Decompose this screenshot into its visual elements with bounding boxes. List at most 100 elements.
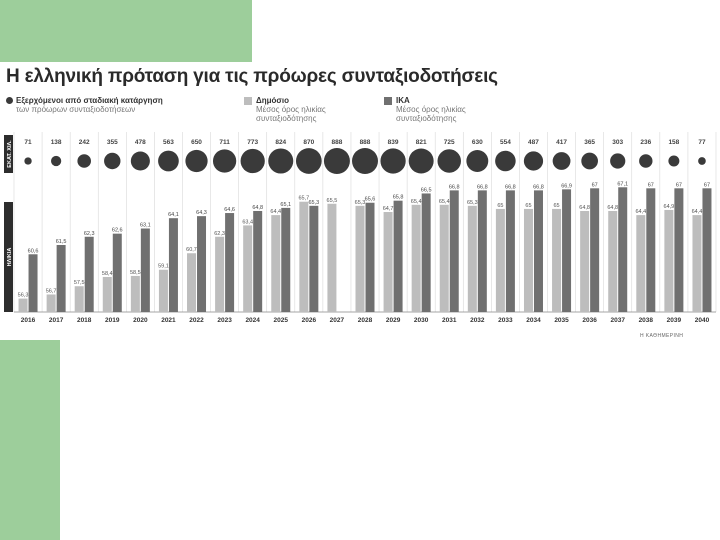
ika-value-label: 67 [676, 182, 682, 188]
year-tick-label: 2024 [245, 317, 260, 324]
public-bar [467, 205, 477, 312]
year-tick-label: 2039 [667, 317, 682, 324]
legend-ika-label: ΙΚΑ [396, 96, 410, 105]
ika-value-label: 67 [648, 182, 654, 188]
exits-circle [668, 155, 680, 167]
exits-value-label: 417 [556, 139, 567, 146]
ika-bar [281, 207, 291, 312]
public-bar [46, 294, 56, 312]
public-bar [327, 203, 337, 312]
ika-value-label: 65,3 [308, 200, 319, 206]
year-tick-label: 2036 [582, 317, 597, 324]
public-bar [580, 210, 590, 312]
legend-public-sub: Μέσος όρος ηλικίας συνταξιοδότησης [256, 105, 326, 123]
legend-public-swatch [244, 97, 252, 105]
year-tick-label: 2029 [386, 317, 401, 324]
exits-value-label: 77 [698, 139, 706, 146]
ika-value-label: 66,9 [561, 183, 572, 189]
public-value-label: 64,4 [692, 209, 703, 215]
exits-value-label: 839 [388, 139, 399, 146]
public-bar [271, 215, 281, 312]
exits-circle [610, 153, 626, 169]
exits-value-label: 158 [668, 139, 679, 146]
public-bar [158, 269, 168, 312]
legend-exits-sub: των πρόωρων συνταξιοδοτήσεων [16, 105, 136, 114]
exits-value-label: 650 [191, 139, 202, 146]
year-tick-label: 2021 [161, 317, 176, 324]
ika-value-label: 60,6 [28, 248, 39, 254]
ika-bar [449, 190, 459, 312]
exits-value-label: 138 [51, 139, 62, 146]
public-bar [102, 276, 112, 312]
public-value-label: 58,5 [130, 270, 141, 276]
public-value-label: 59,1 [158, 264, 169, 270]
exits-circle [552, 152, 571, 170]
side-strip-age [4, 202, 13, 312]
public-bar [18, 298, 28, 312]
exits-circle [50, 155, 62, 167]
ika-value-label: 62,6 [112, 228, 123, 234]
year-tick-label: 2040 [695, 317, 710, 324]
side-label-age: ΗΛΙΚΙΑ [7, 248, 13, 267]
ika-value-label: 61,5 [56, 239, 67, 245]
ika-value-label: 65,8 [393, 195, 404, 201]
ika-value-label: 64,1 [168, 212, 179, 218]
ika-bar [505, 190, 515, 312]
public-value-label: 65,4 [411, 199, 422, 205]
exits-value-label: 888 [331, 139, 342, 146]
exits-circle [408, 148, 434, 174]
ika-bar [393, 200, 403, 312]
ika-bar [225, 213, 235, 312]
ika-bar [618, 187, 628, 312]
public-value-label: 65,3 [467, 200, 478, 206]
public-value-label: 64,8 [607, 205, 618, 211]
exits-value-label: 630 [472, 139, 483, 146]
exits-value-label: 773 [247, 139, 258, 146]
year-tick-label: 2016 [21, 317, 36, 324]
exits-value-label: 870 [303, 139, 314, 146]
legend-exits-swatch [6, 97, 13, 104]
decorative-block-left [0, 340, 60, 540]
exits-circle [268, 148, 294, 174]
public-value-label: 65,7 [298, 196, 309, 202]
public-bar [299, 201, 309, 312]
year-tick-label: 2027 [330, 317, 345, 324]
exits-value-label: 71 [24, 139, 32, 146]
public-bar [636, 215, 646, 312]
exits-value-label: 487 [528, 139, 539, 146]
exits-circle [104, 152, 121, 170]
year-tick-label: 2030 [414, 317, 429, 324]
public-value-label: 65 [497, 203, 503, 209]
public-bar [187, 253, 197, 312]
exits-circle [466, 150, 489, 172]
legend-public-label: Δημόσιο [256, 96, 289, 105]
retirement-chart: ΕΚΑΤ. ΧΙΛ. ΗΛΙΚΙΑ 71 56,3 60,6 2016 138 56,7 61,… [4, 132, 717, 324]
exits-circle [240, 148, 265, 174]
public-value-label: 65 [525, 203, 531, 209]
exits-value-label: 365 [584, 139, 595, 146]
year-tick-label: 2018 [77, 317, 92, 324]
ika-value-label: 63,1 [140, 223, 151, 229]
public-value-label: 56,7 [46, 288, 57, 294]
exits-circle [639, 154, 653, 168]
legend-public: Δημόσιο Μέσος όρος ηλικίας συνταξιοδότησ… [244, 96, 376, 123]
public-value-label: 57,5 [74, 280, 85, 286]
exits-value-label: 554 [500, 139, 511, 146]
exits-value-label: 303 [612, 139, 623, 146]
ika-value-label: 64,8 [252, 205, 263, 211]
exits-value-label: 821 [416, 139, 427, 146]
ika-value-label: 64,6 [224, 207, 235, 213]
public-bar [243, 225, 253, 312]
year-tick-label: 2026 [302, 317, 317, 324]
ika-bar [140, 228, 150, 312]
ika-value-label: 66,8 [533, 184, 544, 190]
ika-value-label: 64,3 [196, 210, 207, 216]
ika-bar [533, 190, 543, 312]
ika-bar [112, 233, 122, 312]
exits-circle [212, 149, 237, 173]
ika-bar [309, 205, 319, 312]
year-tick-label: 2031 [442, 317, 457, 324]
year-tick-label: 2037 [610, 317, 625, 324]
exits-circle [581, 152, 598, 170]
exits-value-label: 478 [135, 139, 146, 146]
